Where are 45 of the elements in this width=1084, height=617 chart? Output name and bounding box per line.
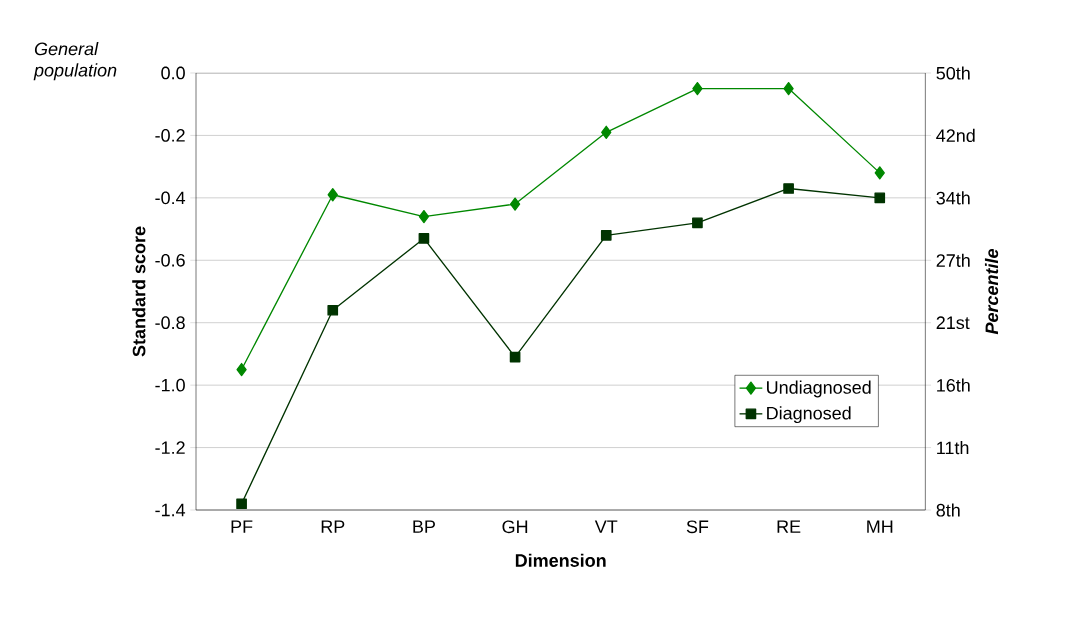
category-label: 42nd xyxy=(936,128,975,143)
point xyxy=(327,304,339,316)
category-label: 27th xyxy=(936,253,970,267)
point xyxy=(874,166,885,180)
category-label: 8th xyxy=(936,503,960,517)
x-tick-label: RP xyxy=(321,520,345,533)
y-tick-label: -1.4 xyxy=(155,503,186,517)
point xyxy=(236,498,247,510)
legend-label: Diagnosed xyxy=(767,406,851,424)
point xyxy=(692,217,703,229)
y2-axis-title: Percentile xyxy=(984,248,999,335)
y-tick-label: 0.0 xyxy=(161,66,185,80)
point xyxy=(601,125,612,139)
y-tick-label: -1.0 xyxy=(155,378,185,392)
point xyxy=(327,188,338,202)
x-tick-label: BP xyxy=(413,520,435,533)
point xyxy=(692,81,703,96)
x-axis-title: Dimension xyxy=(515,553,606,567)
x-tick-label: RE xyxy=(777,520,801,533)
point xyxy=(509,197,521,211)
point xyxy=(874,192,886,204)
x-tick-label: SF xyxy=(686,520,709,534)
point xyxy=(236,362,247,377)
x-tick-label: VT xyxy=(594,520,618,533)
point xyxy=(783,81,794,96)
y-axis-title: Standard score xyxy=(132,226,146,357)
y-tick-label: -0.6 xyxy=(155,253,185,267)
point xyxy=(418,233,430,244)
category-label: 50th xyxy=(936,66,970,80)
category-label: 21st xyxy=(936,316,970,330)
point xyxy=(418,209,430,224)
x-tick-label: GH xyxy=(502,520,528,534)
text: General population xyxy=(33,42,117,81)
point xyxy=(600,229,612,241)
point xyxy=(783,183,794,194)
x-tick-label: PF xyxy=(231,520,253,533)
category-label: 34th xyxy=(936,191,970,205)
category-label: 16th xyxy=(937,378,970,392)
legend-label: Undiagnosed xyxy=(767,380,871,398)
y-tick-label: -0.4 xyxy=(155,191,186,205)
y-tick-label: -0.8 xyxy=(155,316,185,330)
y-tick-label: -1.2 xyxy=(155,441,185,454)
x-tick-label: MH xyxy=(867,520,893,533)
y-tick-label: -0.2 xyxy=(155,129,185,142)
category-label: 11th xyxy=(937,440,969,455)
